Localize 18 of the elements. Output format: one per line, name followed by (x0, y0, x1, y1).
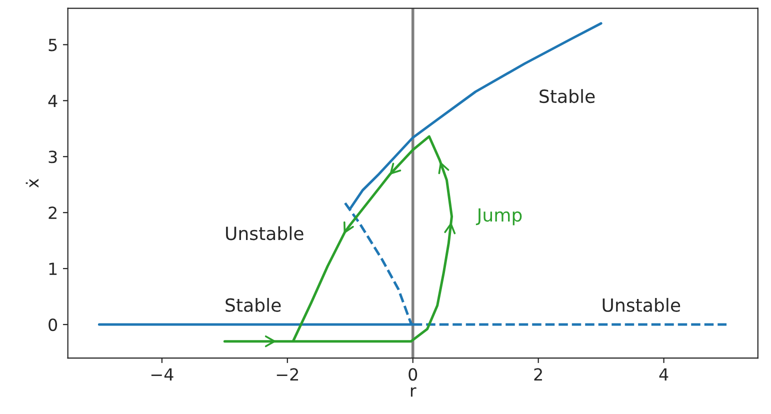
y-tick-label: 2 (48, 206, 56, 219)
x-tick-label: 2 (534, 368, 542, 380)
x-axis-title: r (410, 387, 416, 397)
legend-label: Jump (476, 208, 522, 226)
y-axis-title: ẋ (26, 178, 38, 188)
annotation: Unstable (602, 298, 680, 312)
y-tick-label: 0 (48, 318, 58, 332)
y-tick-label: 5 (48, 38, 57, 52)
annotation: Stable (540, 89, 595, 104)
x-tick-label: −2 (276, 368, 298, 380)
y-tick-label: 3 (48, 150, 57, 164)
y-tick-label: 1 (49, 262, 57, 275)
x-tick-label: −4 (151, 368, 174, 380)
y-tick-label: 4 (48, 94, 58, 107)
x-tick-label: 0 (408, 368, 418, 381)
x-tick-label: 4 (659, 368, 668, 380)
annotation: Unstable (226, 226, 304, 240)
annotation: Stable (226, 298, 281, 312)
